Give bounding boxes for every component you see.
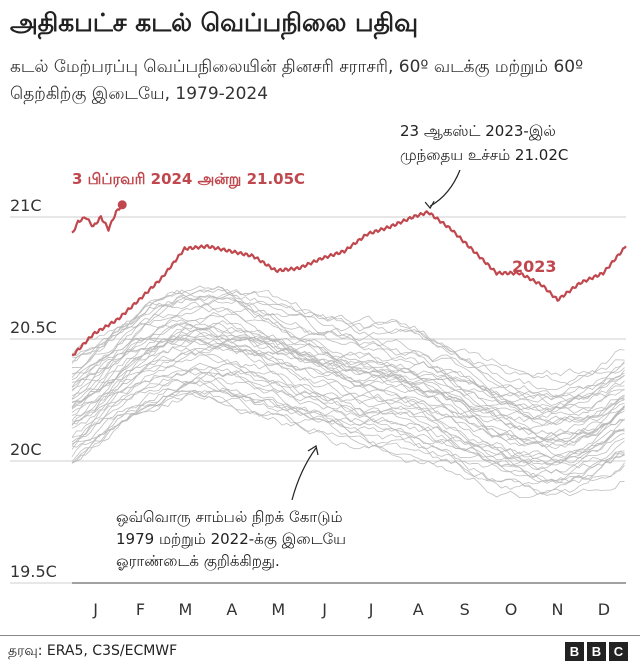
y-tick-label: 20C	[10, 440, 42, 459]
sea-temperature-chart: 19.5C 20C 20.5C 21C 3 பிப்ரவரி 2024 அன்று 2…	[10, 122, 627, 619]
history-year-line	[71, 377, 625, 499]
annotation-grey-line1: ஒவ்வொரு சாம்பல் நிறக் கோடும்	[116, 508, 343, 526]
x-tick-label: J	[321, 600, 327, 619]
history-year-line	[71, 293, 625, 391]
y-tick-label: 20.5C	[10, 318, 57, 337]
chart-subtitle: கடல் மேற்பரப்பு வெப்பநிலையின் தினசரி சரா…	[10, 57, 584, 104]
x-tick-label: M	[178, 600, 192, 619]
annotation-peak-arrow	[429, 169, 461, 207]
history-year-line	[71, 331, 625, 403]
bbc-logo: B B C	[565, 642, 628, 661]
history-year-line	[71, 331, 625, 431]
history-year-line	[71, 315, 625, 424]
x-tick-label: J	[92, 600, 98, 619]
x-tick-label: A	[413, 600, 424, 619]
annotation-peak-2023-line2: முந்தைய உச்சம் 21.02C	[400, 146, 568, 164]
annotation-max-2024: 3 பிப்ரவரி 2024 அன்று 21.05C	[72, 170, 305, 189]
y-axis-ticks: 19.5C 20C 20.5C 21C	[10, 196, 57, 581]
x-tick-label: J	[368, 600, 374, 619]
history-year-line	[71, 293, 625, 410]
annotation-grey-line2: 1979 மற்றும் 2022-க்கு இடையே	[116, 530, 346, 549]
history-year-line	[71, 288, 625, 377]
annotation-peak-arrowhead	[424, 200, 435, 210]
history-year-line	[71, 389, 625, 474]
history-year-line	[71, 387, 625, 496]
history-year-line	[71, 360, 625, 484]
annotation-grey-arrowhead	[307, 445, 319, 456]
label-2023: 2023	[512, 257, 557, 276]
history-year-line	[71, 365, 625, 460]
x-tick-label: O	[505, 600, 518, 619]
history-year-line	[71, 286, 625, 406]
series-2024-line	[71, 204, 124, 234]
history-year-line	[71, 346, 625, 464]
history-year-line	[71, 368, 625, 466]
annotation-grey-arrow	[291, 447, 317, 501]
footer-divider	[0, 635, 640, 636]
history-year-line	[71, 297, 625, 414]
logo-letter-3: C	[609, 642, 628, 661]
x-tick-label: F	[136, 600, 145, 619]
highlight-series	[71, 200, 627, 356]
series-2024-endpoint	[117, 200, 127, 210]
x-tick-label: M	[271, 600, 285, 619]
history-year-line	[71, 390, 625, 490]
annotation-peak-2023-line1: 23 ஆகஸ்ட் 2023-இல்	[400, 122, 556, 140]
history-year-line	[71, 322, 625, 413]
x-tick-label: S	[460, 600, 470, 619]
y-tick-label: 19.5C	[10, 562, 57, 581]
history-year-line	[71, 294, 625, 400]
logo-letter-2: B	[587, 642, 606, 661]
history-year-line	[71, 362, 625, 484]
history-year-line	[71, 312, 625, 436]
history-year-line	[71, 322, 625, 464]
history-year-line	[71, 299, 625, 398]
source-note: தரவு: ERA5, C3S/ECMWF	[8, 643, 178, 659]
history-year-line	[71, 377, 625, 466]
history-year-line	[71, 372, 625, 478]
x-tick-label: D	[598, 600, 610, 619]
y-tick-label: 21C	[10, 196, 42, 215]
annotations: 3 பிப்ரவரி 2024 அன்று 21.05C 23 ஆகஸ்ட் 20…	[72, 122, 568, 571]
logo-letter-1: B	[565, 642, 584, 661]
annotation-grey-line3: ஓராண்டைக் குறிக்கிறது.	[116, 552, 280, 571]
historical-series	[71, 285, 625, 499]
history-year-line	[71, 336, 625, 450]
history-year-line	[72, 354, 625, 447]
history-year-line	[71, 327, 625, 448]
chart-title: அதிகபட்ச கடல் வெப்பநிலை பதிவு	[10, 8, 419, 37]
history-year-line	[71, 369, 625, 471]
x-tick-label: A	[226, 600, 237, 619]
series-2023-line	[71, 210, 627, 356]
x-tick-label: N	[552, 600, 564, 619]
